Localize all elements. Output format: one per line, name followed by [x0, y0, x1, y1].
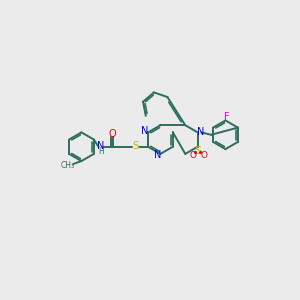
Text: CH₃: CH₃ [61, 161, 75, 170]
Text: S: S [195, 146, 202, 156]
Text: N: N [197, 128, 204, 137]
Text: H: H [98, 147, 104, 156]
Text: O: O [189, 151, 196, 160]
Text: O: O [200, 151, 207, 160]
Text: N: N [141, 126, 149, 136]
Text: O: O [108, 129, 116, 139]
Text: N: N [97, 141, 104, 151]
Text: S: S [132, 141, 139, 151]
Text: N: N [154, 150, 161, 161]
Text: F: F [224, 112, 230, 122]
